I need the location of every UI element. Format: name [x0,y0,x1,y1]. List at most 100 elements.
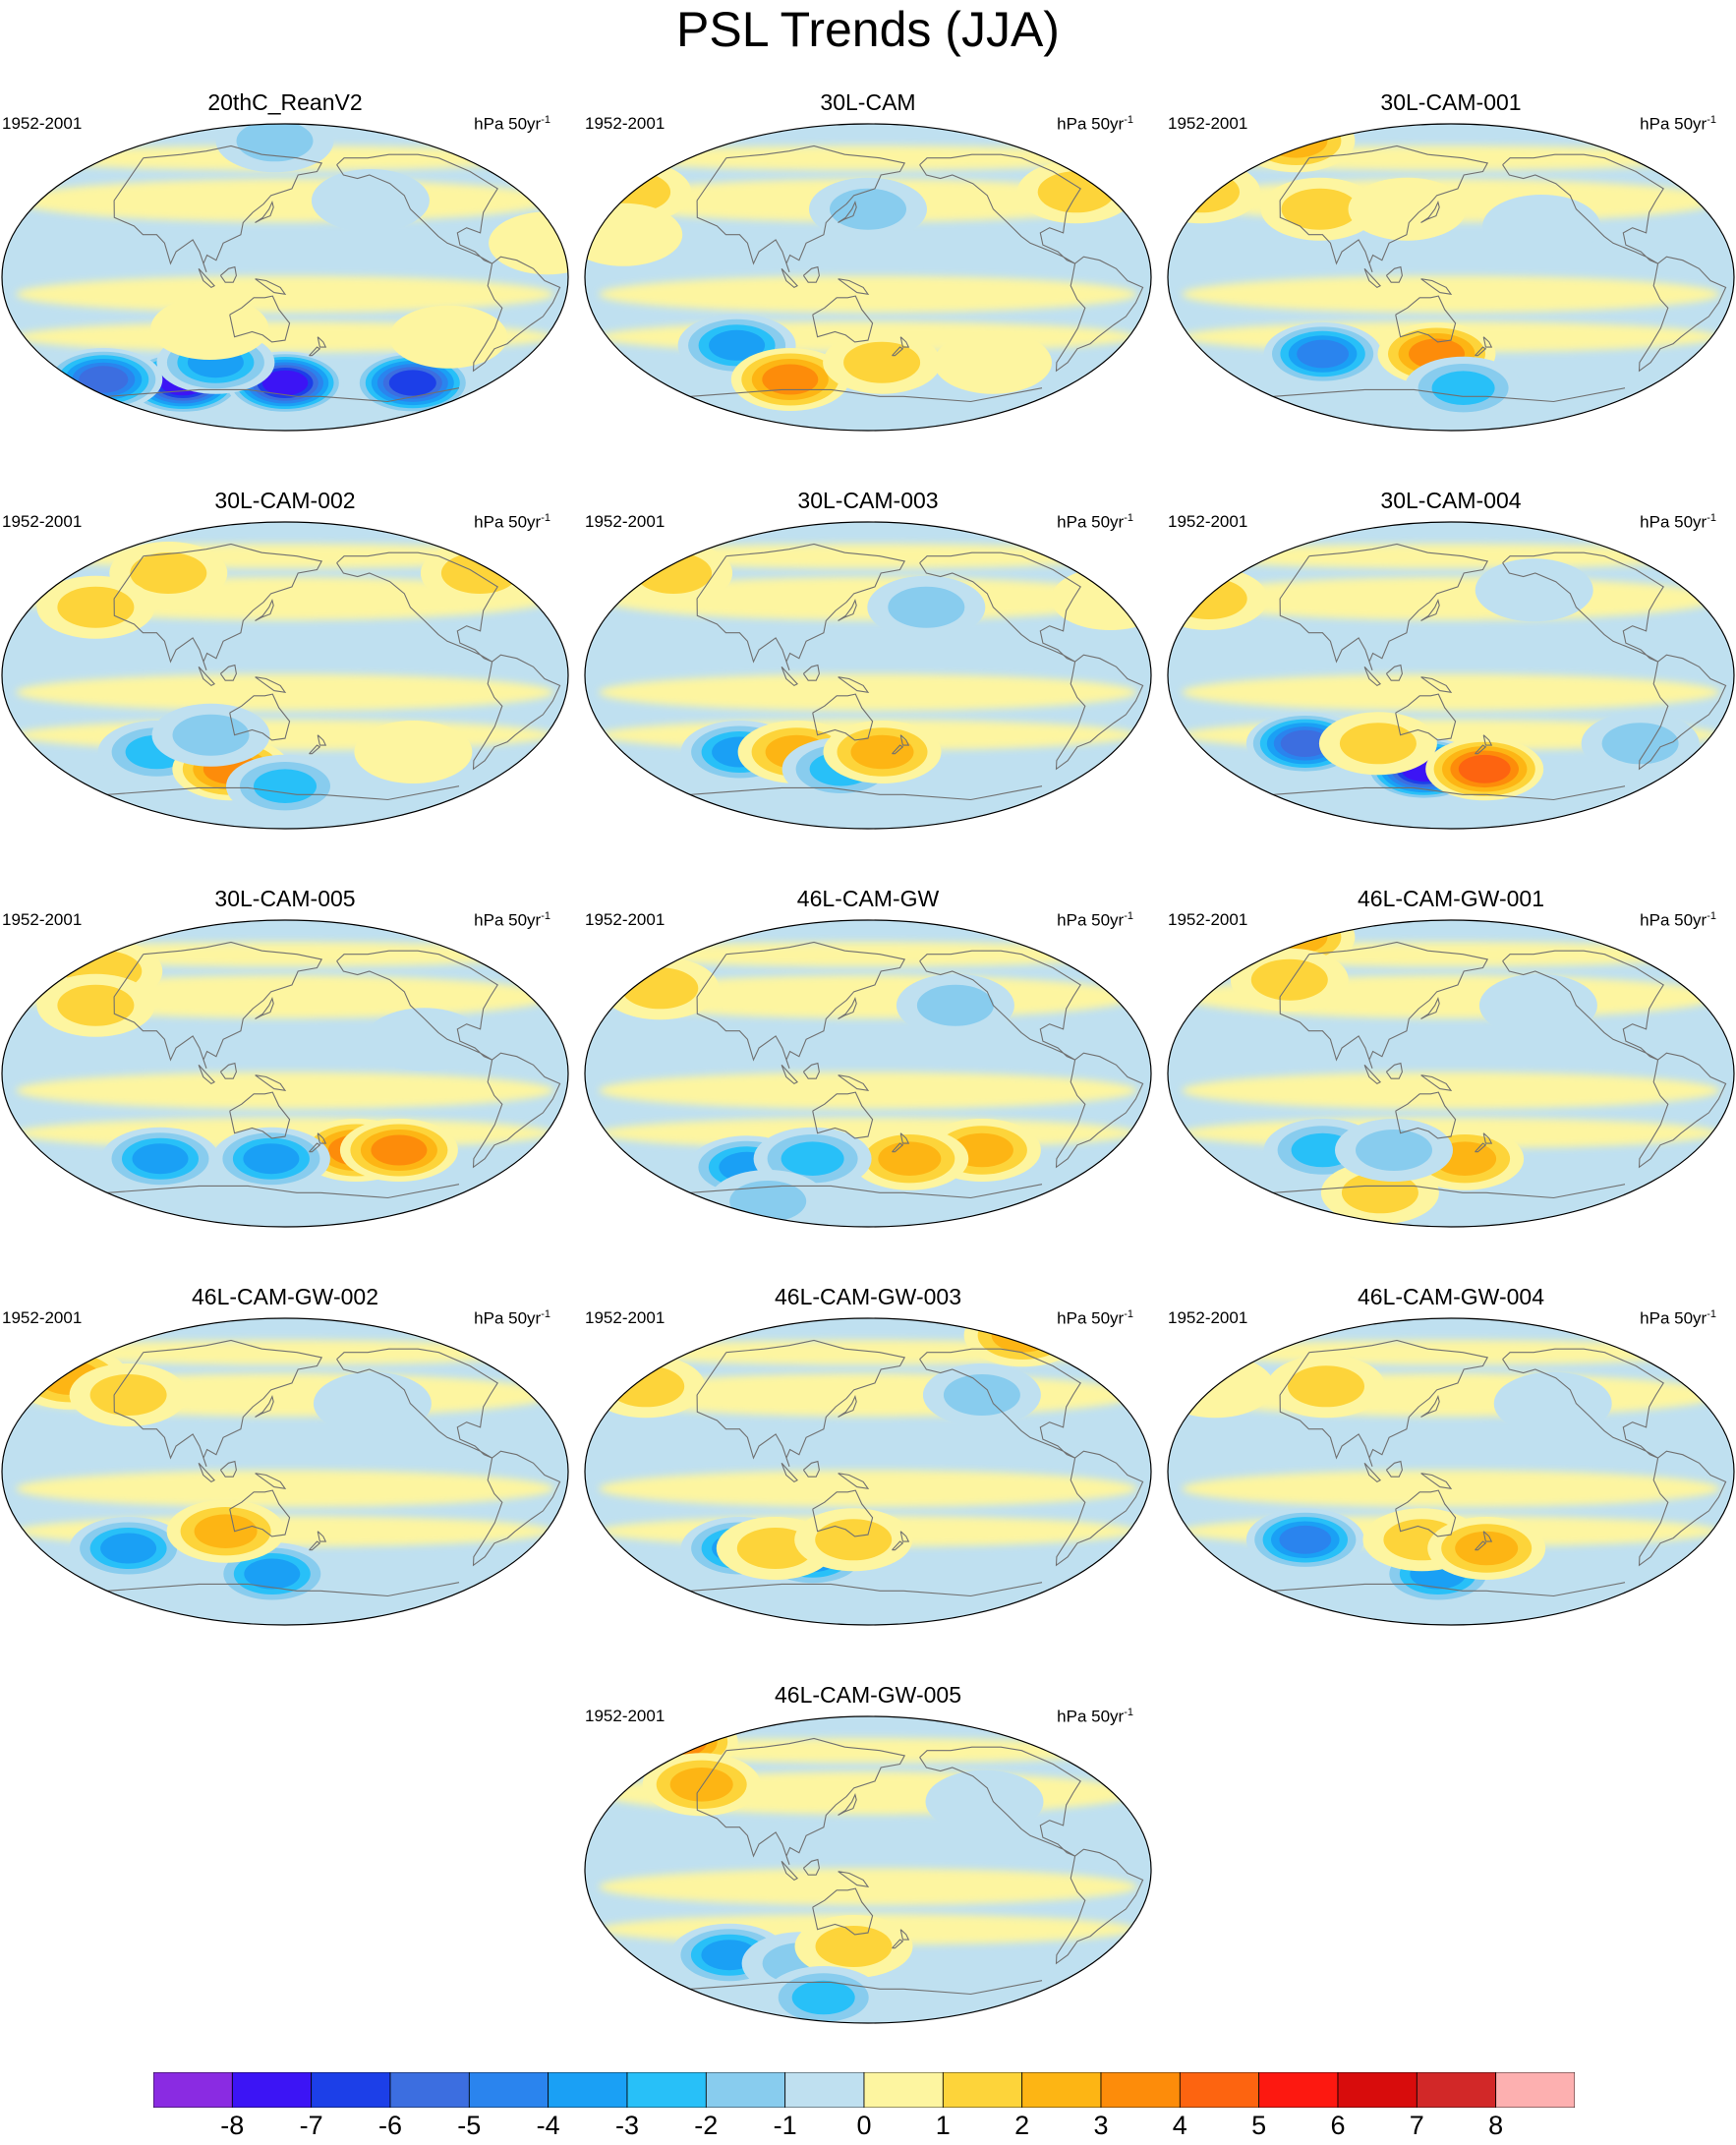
map [1,1317,569,1626]
coastline [1475,346,1487,357]
map-panel: 46L-CAM-GW-003 1952-2001 hPa 50yr-1 [583,1283,1153,1627]
coastline [1502,1348,1664,1459]
trend-contour [669,1768,733,1802]
coastline [1279,1339,1489,1467]
coastline [198,1462,215,1483]
trend-contour [388,370,436,396]
coastline [696,1339,906,1467]
coastline [812,295,874,343]
panel-period: 1952-2001 [1168,1308,1248,1327]
panel-period: 1952-2001 [2,512,83,531]
panel-units-text: hPa 50yr [1057,1308,1125,1328]
coastline [219,1062,237,1079]
trend-band [1182,544,1720,569]
panel-units-exponent: -1 [541,512,550,524]
colorbar-tick-label: 8 [1488,2111,1504,2140]
trend-contour [651,1726,708,1758]
panel-period: 1952-2001 [585,114,665,133]
trend-contour [194,1514,258,1548]
trend-contour [608,1365,685,1408]
coastline [1638,654,1727,771]
panel-period: 1952-2001 [585,512,665,531]
colorbar-box [1179,2072,1260,2108]
map-panel: 30L-CAM-001 1952-2001 hPa 50yr-1 [1166,88,1736,433]
trend-contour [729,1181,807,1222]
coastline [1475,744,1487,755]
panel-units-text: hPa 50yr [1057,114,1125,134]
coastline [1420,676,1453,694]
coastline [1385,265,1403,283]
panel-units-exponent: -1 [541,1308,550,1320]
coastline [472,1450,561,1567]
coastline [1055,1450,1144,1567]
panel-period: 1952-2001 [2,114,83,133]
panel-units: hPa 50yr-1 [474,906,550,931]
coastline [219,664,237,681]
colorbar-box [626,2072,707,2108]
trend-contour [440,552,518,594]
trend-contour [635,552,713,594]
trend-contour [150,297,269,360]
panel-units: hPa 50yr-1 [1640,110,1716,135]
trend-contour [1168,171,1240,213]
panel-period: 1952-2001 [2,1308,83,1327]
coastline [838,201,857,223]
trend-contour [254,769,317,803]
colorbar-tick-label: 5 [1251,2111,1267,2140]
colorbar-tick-label: 1 [935,2111,951,2140]
panel-title: 46L-CAM-GW-005 [774,1682,962,1708]
map [1,919,569,1228]
coastline [1638,256,1727,373]
coastline [1385,1460,1403,1478]
map-panel: 46L-CAM-GW-004 1952-2001 hPa 50yr-1 [1166,1283,1736,1627]
trend-contour [354,721,473,783]
trend-contour [1356,1130,1432,1171]
map [584,919,1152,1228]
colorbar-box [1495,2072,1575,2108]
panel-units: hPa 50yr-1 [1057,906,1133,931]
coastline [919,153,1081,264]
trend-contour [57,586,135,628]
panel-title: 46L-CAM-GW [796,886,940,911]
trend-contour [1339,723,1417,765]
coastline [1475,1540,1487,1551]
map [584,1715,1152,2024]
panel-units: hPa 50yr-1 [1057,1304,1133,1329]
coastline [255,997,274,1019]
map-border [1167,919,1735,1228]
coastline [781,1064,798,1085]
panel-units-exponent: -1 [1707,114,1716,126]
coastline [1279,145,1489,272]
panel-units-text: hPa 50yr [1057,1707,1125,1726]
coastline [781,1462,798,1483]
coastline [838,599,857,621]
coastline [317,734,327,746]
panel-units-text: hPa 50yr [474,512,542,532]
trend-contour [371,1134,428,1166]
coastline [899,336,910,348]
trend-contour [1348,177,1467,241]
coastline [838,1395,857,1418]
panel-title: 30L-CAM-001 [1380,89,1522,115]
coastline [336,551,498,663]
map-panel: 46L-CAM-GW 1952-2001 hPa 50yr-1 [583,885,1153,1229]
panel-units-exponent: -1 [1124,1707,1133,1718]
map-border [1,521,569,830]
map-border [584,123,1152,432]
coastline [892,1540,904,1551]
colorbar-box [153,2072,233,2108]
trend-contour [389,305,508,369]
panel-title: 20thC_ReanV2 [207,89,363,115]
coastline [838,997,857,1019]
coastline [255,278,287,296]
trend-contour [815,1519,893,1561]
panel-period: 1952-2001 [2,910,83,929]
colorbar-tick-label: -2 [694,2111,719,2140]
trend-band [16,179,554,222]
colorbar-box [784,2072,865,2108]
colorbar-tick-label: 3 [1093,2111,1109,2140]
coastline [781,1860,798,1882]
coastline [1395,1489,1457,1537]
colorbar-box [548,2072,628,2108]
panel-units-exponent: -1 [1124,114,1133,126]
